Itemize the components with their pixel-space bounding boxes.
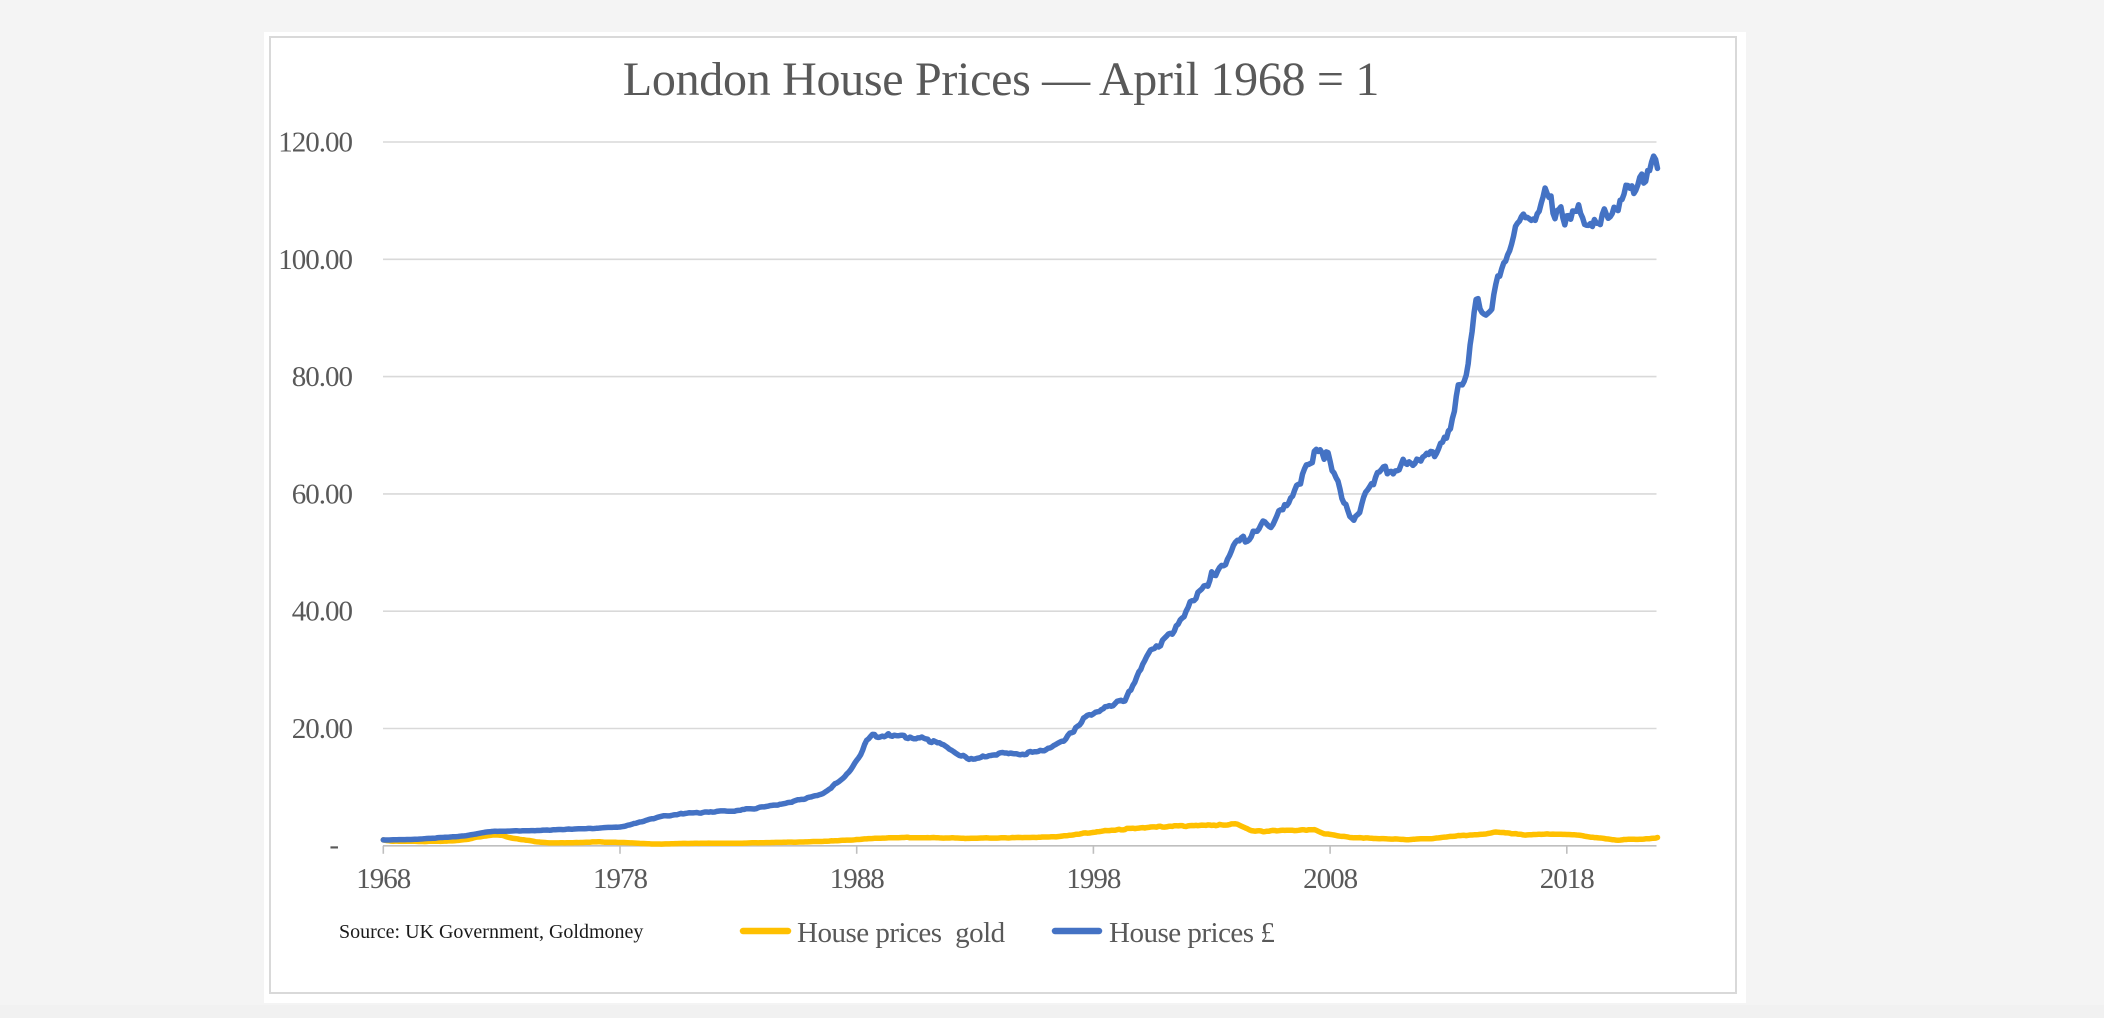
svg-text:1978: 1978: [593, 863, 648, 895]
svg-text:80.00: 80.00: [292, 361, 353, 393]
svg-text:120.00: 120.00: [278, 127, 352, 159]
svg-text:20.00: 20.00: [292, 713, 353, 745]
svg-text:100.00: 100.00: [278, 244, 352, 276]
svg-text:2008: 2008: [1303, 863, 1358, 895]
svg-text:London House Prices — April 19: London House Prices — April 1968 = 1: [623, 53, 1379, 106]
svg-text:Source: UK Government, Goldmon: Source: UK Government, Goldmoney: [339, 921, 643, 943]
svg-text:2018: 2018: [1540, 863, 1595, 895]
svg-text:-: -: [329, 829, 338, 861]
svg-text:40.00: 40.00: [292, 596, 353, 628]
svg-text:1988: 1988: [830, 863, 885, 895]
svg-text:House prices £: House prices £: [1109, 917, 1274, 949]
svg-text:1998: 1998: [1066, 863, 1121, 895]
svg-text:60.00: 60.00: [292, 478, 353, 510]
svg-text:House prices gold: House prices gold: [797, 917, 1006, 949]
svg-text:1968: 1968: [356, 863, 411, 895]
